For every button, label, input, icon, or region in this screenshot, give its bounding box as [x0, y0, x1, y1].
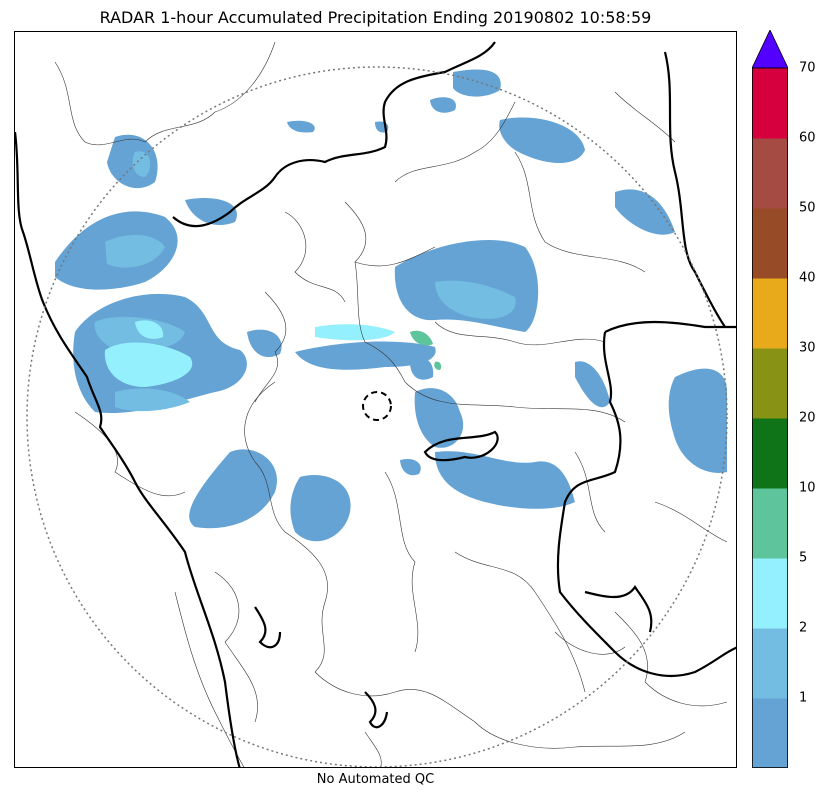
colorbar-segment	[752, 418, 788, 489]
colorbar-tick-label: 60	[799, 130, 816, 146]
precipitation-echoes-moderate	[94, 151, 516, 412]
colorbar-segment	[752, 698, 788, 768]
radar-range-ring	[26, 66, 728, 767]
colorbar-tick-label: 5	[799, 550, 808, 566]
qc-status-label: No Automated QC	[316, 772, 435, 787]
colorbar-extend-arrow	[752, 30, 788, 69]
colorbar-segment	[752, 138, 788, 209]
colorbar-segment	[752, 628, 788, 699]
map-title: RADAR 1-hour Accumulated Precipitation E…	[99, 8, 652, 27]
colorbar-segment	[752, 348, 788, 419]
colorbar-tick-label: 40	[799, 270, 816, 286]
colorbar-tick-label: 1	[799, 690, 808, 706]
precipitation-echoes	[55, 69, 727, 542]
colorbar-tick-label: 20	[799, 410, 816, 426]
colorbar-segment	[752, 208, 788, 279]
precipitation-echoes-heavy	[104, 320, 395, 387]
colorbar-tick-label: 50	[799, 200, 816, 216]
colorbar-tick-label: 2	[799, 620, 808, 636]
state-boundaries	[15, 41, 736, 767]
colorbar-tick-label: 70	[799, 60, 816, 76]
colorbar-tick-label: 30	[799, 340, 816, 356]
colorbar-segment	[752, 68, 788, 139]
radar-map[interactable]	[14, 31, 737, 768]
radar-site-marker	[362, 391, 392, 421]
colorbar-tick-label: 10	[799, 480, 816, 496]
colorbar-segment	[752, 558, 788, 629]
precipitation-colorbar	[752, 30, 788, 768]
precipitation-echoes-intense	[410, 330, 442, 370]
radar-map-canvas	[15, 41, 736, 767]
colorbar-segment	[752, 488, 788, 559]
colorbar-segment	[752, 278, 788, 349]
